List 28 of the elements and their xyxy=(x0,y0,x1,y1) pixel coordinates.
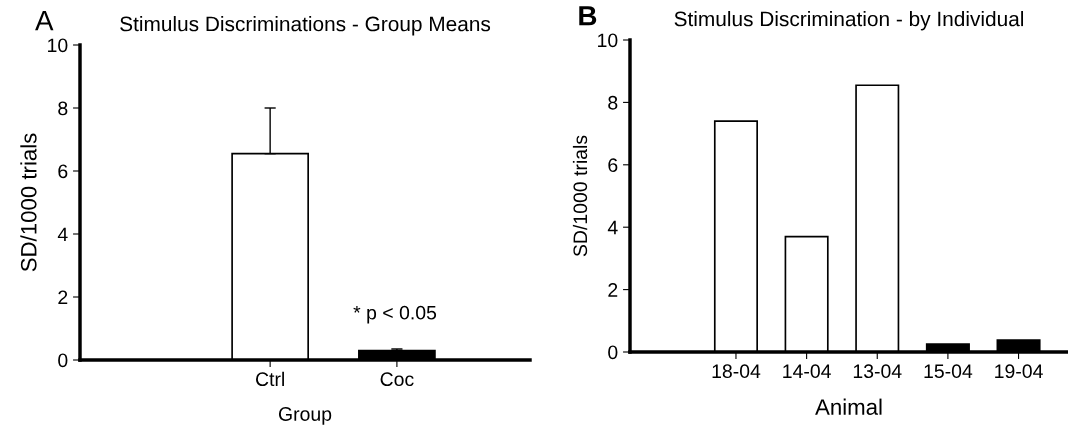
y-axis-title: SD/1000 trials xyxy=(572,135,588,257)
x-tick-label: 13-04 xyxy=(853,364,902,379)
y-tick-label: 6 xyxy=(608,158,618,173)
chart-title: Stimulus Discrimination - by Individual xyxy=(674,11,1024,31)
x-axis-title: Animal xyxy=(815,398,882,415)
x-tick-label: 14-04 xyxy=(783,364,831,379)
x-tick-label: Ctrl xyxy=(256,371,284,387)
y-tick-label: 10 xyxy=(48,38,68,53)
y-tick-label: 2 xyxy=(58,290,68,305)
y-tick-label: 8 xyxy=(58,101,68,116)
x-tick-label: 19-04 xyxy=(995,364,1043,379)
y-tick-label: 6 xyxy=(58,164,68,179)
text: B xyxy=(579,6,597,26)
y-tick-label: 2 xyxy=(608,283,618,297)
x-tick-label: 15-04 xyxy=(924,364,973,379)
y-tick-label: 0 xyxy=(58,353,68,368)
x-tick-label: 18-04 xyxy=(712,364,761,379)
y-tick-label: 4 xyxy=(57,227,68,242)
text: A xyxy=(35,11,54,31)
annotation: * p < 0.05 xyxy=(353,305,437,324)
chart-title: Stimulus Discriminations - Group Means xyxy=(120,16,491,36)
y-tick-label: 4 xyxy=(607,220,618,235)
x-tick-label: Coc xyxy=(380,372,414,387)
y-tick-label: 10 xyxy=(598,33,618,48)
y-axis-title: SD/1000 trials xyxy=(20,133,37,272)
x-axis-title: Group xyxy=(278,407,332,425)
y-tick-label: 8 xyxy=(608,95,618,110)
y-tick-label: 0 xyxy=(608,345,618,360)
